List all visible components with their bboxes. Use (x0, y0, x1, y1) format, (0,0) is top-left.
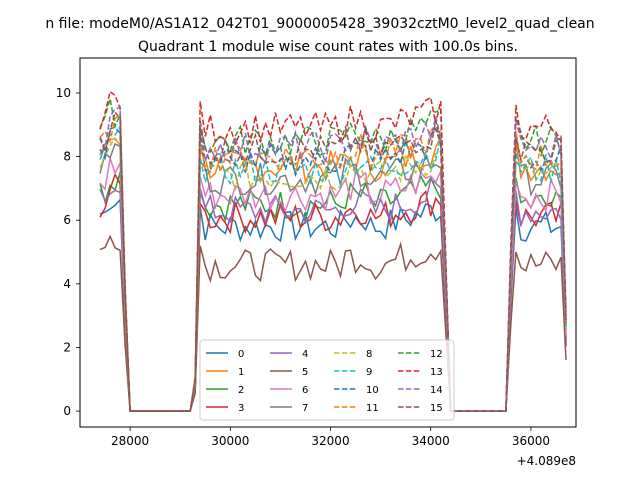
legend-label-14: 14 (430, 385, 443, 396)
legend-label-15: 15 (430, 403, 443, 414)
legend-label-1: 1 (238, 367, 244, 378)
y-tick-label: 10 (56, 86, 71, 100)
legend-label-10: 10 (366, 385, 379, 396)
plot-frame (79, 57, 577, 428)
y-tick-label: 6 (63, 213, 71, 227)
x-tick-label: 36000 (512, 434, 550, 448)
x-axis-offset-label: +4.089e8 (517, 454, 576, 468)
chart-title: Quadrant 1 module wise count rates with … (138, 39, 518, 55)
y-tick-label: 4 (63, 277, 71, 291)
x-tick-label: 30000 (211, 434, 249, 448)
x-tick-label: 32000 (311, 434, 349, 448)
legend-label-6: 6 (302, 385, 308, 396)
legend-label-5: 5 (302, 367, 308, 378)
x-tick-label: 28000 (111, 434, 149, 448)
legend-label-8: 8 (366, 349, 372, 360)
x-tick-label: 34000 (412, 434, 450, 448)
series-line-10 (99, 126, 567, 412)
legend-label-9: 9 (366, 367, 372, 378)
legend-label-3: 3 (238, 403, 244, 414)
legend-label-2: 2 (238, 385, 244, 396)
series-line-8 (99, 136, 567, 412)
legend-label-0: 0 (238, 349, 244, 360)
series-line-15 (99, 110, 567, 412)
y-tick-label: 0 (63, 404, 71, 418)
legend-box (199, 339, 455, 421)
x-axis-ticks: 28000 30000 32000 34000 36000 (111, 427, 550, 448)
figure-suptitle: n file: modeM0/AS1A12_042T01_9000005428_… (45, 16, 594, 32)
legend-label-13: 13 (430, 367, 443, 378)
legend-label-12: 12 (430, 349, 443, 360)
y-tick-label: 8 (63, 150, 71, 164)
legend-label-11: 11 (366, 403, 379, 414)
y-tick-label: 2 (63, 340, 71, 354)
series-lines (99, 90, 567, 412)
y-axis-ticks: 0 2 4 6 8 10 (56, 86, 80, 418)
legend-label-4: 4 (302, 349, 308, 360)
legend-label-7: 7 (302, 403, 308, 414)
